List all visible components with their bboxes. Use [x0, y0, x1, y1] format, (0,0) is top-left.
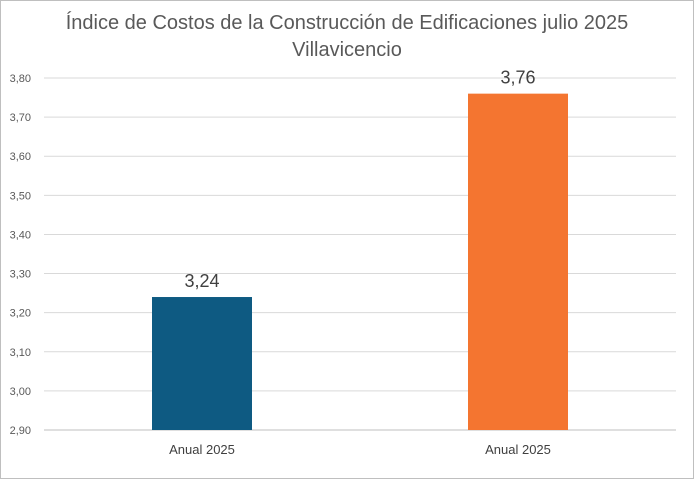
y-tick-label: 3,30: [10, 269, 31, 281]
y-tick-label: 3,50: [10, 190, 31, 202]
x-category-label: Anual 2025: [169, 442, 235, 457]
y-tick-label: 3,10: [10, 347, 31, 359]
y-tick-label: 3,40: [10, 229, 31, 241]
y-tick-label: 3,70: [10, 112, 31, 124]
y-tick-label: 3,80: [10, 73, 31, 85]
chart-title: Índice de Costos de la Construcción de E…: [65, 12, 629, 34]
y-tick-label: 3,00: [10, 386, 31, 398]
bar: [468, 93, 568, 431]
data-label: 3,24: [184, 271, 219, 291]
chart-subtitle: Villavicencio: [292, 39, 402, 61]
y-tick-label: 2,90: [10, 425, 31, 437]
chart-title-block: Índice de Costos de la Construcción de E…: [0, 10, 694, 64]
data-label: 3,76: [500, 68, 535, 88]
bar: [152, 297, 252, 430]
y-tick-label: 3,60: [10, 151, 31, 163]
x-category-label: Anual 2025: [485, 442, 551, 457]
y-tick-label: 3,20: [10, 308, 31, 320]
